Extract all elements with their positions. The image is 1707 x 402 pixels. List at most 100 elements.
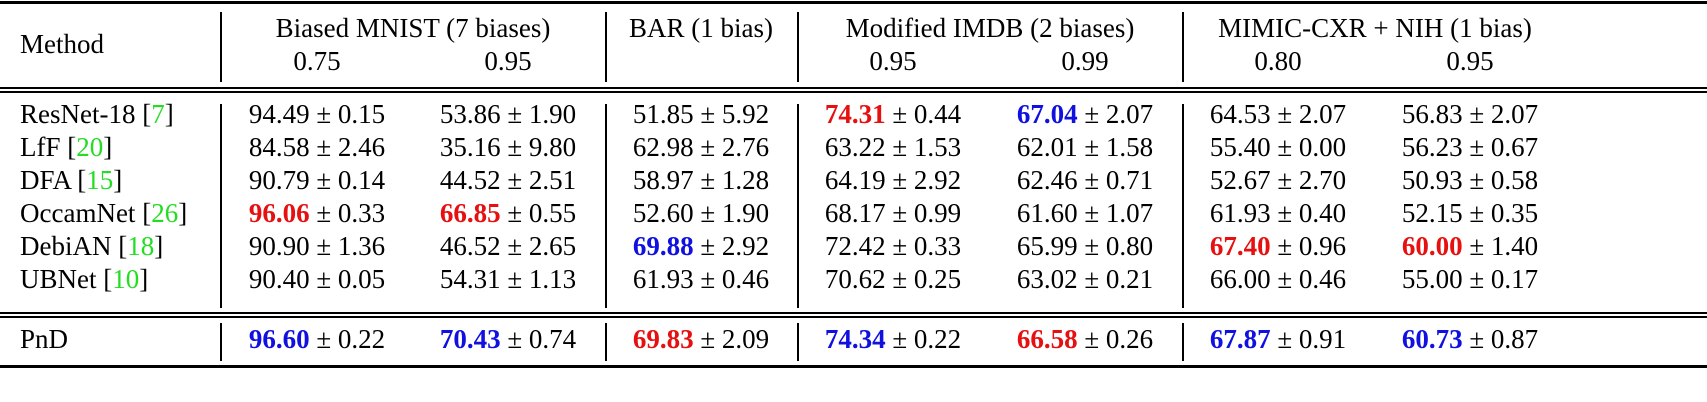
- cell-mean: 65.99: [1016, 231, 1078, 261]
- col-separator: [605, 12, 607, 82]
- cell-mean: 68.17: [824, 198, 886, 228]
- bottom-rule: [0, 365, 1707, 368]
- method-header: Method: [20, 29, 104, 59]
- table-cell: 52.15 ± 0.35: [1402, 197, 1538, 229]
- col-separator: [797, 12, 799, 82]
- cell-std: ± 0.05: [309, 264, 386, 294]
- cell-mean: 96.06: [248, 198, 310, 228]
- cell-mean: 90.79: [248, 165, 310, 195]
- method-name: ResNet-18 [7]: [20, 99, 174, 129]
- cell-std: ± 2.07: [1270, 99, 1347, 129]
- cell-std: ± 0.25: [885, 264, 962, 294]
- group-header-mimic-cxr-nih: MIMIC-CXR + NIH (1 bias): [1218, 13, 1532, 43]
- table-cell: 60.00 ± 1.40: [1402, 230, 1538, 262]
- table-cell: 54.31 ± 1.13: [440, 263, 576, 295]
- subcol-header: 0.80: [1254, 46, 1302, 76]
- table-cell: 51.85 ± 5.92: [633, 98, 769, 130]
- citation-link[interactable]: 7: [151, 99, 165, 129]
- table-cell: 63.22 ± 1.53: [825, 131, 961, 163]
- cell-mean: 90.40: [248, 264, 310, 294]
- cell-std: ± 0.67: [1462, 132, 1539, 162]
- cell-std: ± 2.46: [309, 132, 386, 162]
- cell-std: ± 0.87: [1462, 324, 1539, 354]
- cell-mean: 90.90: [248, 231, 310, 261]
- cell-std: ± 0.55: [500, 198, 577, 228]
- group-header-biased-mnist: Biased MNIST (7 biases): [275, 13, 551, 43]
- cell-std: ± 0.21: [1077, 264, 1154, 294]
- cell-std: ± 2.51: [500, 165, 577, 195]
- table-cell: 96.60 ± 0.22: [249, 323, 385, 355]
- cell-std: ± 1.40: [1462, 231, 1539, 261]
- table-cell: 94.49 ± 0.15: [249, 98, 385, 130]
- cell-mean: 70.43: [439, 324, 501, 354]
- table-cell: 60.73 ± 0.87: [1402, 323, 1538, 355]
- table-cell: 96.06 ± 0.33: [249, 197, 385, 229]
- col-separator: [605, 323, 607, 361]
- cell-std: ± 2.07: [1462, 99, 1539, 129]
- cell-mean: 61.93: [632, 264, 694, 294]
- cell-std: ± 0.40: [1270, 198, 1347, 228]
- col-separator: [220, 12, 222, 82]
- table-cell: 61.93 ± 0.46: [633, 263, 769, 295]
- cell-std: ± 1.90: [500, 99, 577, 129]
- cell-std: ± 0.26: [1077, 324, 1154, 354]
- method-name: UBNet [10]: [20, 264, 149, 294]
- table-cell: 67.87 ± 0.91: [1210, 323, 1346, 355]
- citation-link[interactable]: 10: [112, 264, 140, 294]
- col-separator: [797, 104, 799, 308]
- cell-std: ± 1.58: [1077, 132, 1154, 162]
- method-label: PnD: [20, 324, 69, 354]
- cell-mean: 50.93: [1401, 165, 1463, 195]
- table-cell: 65.99 ± 0.80: [1017, 230, 1153, 262]
- table-cell: 90.79 ± 0.14: [249, 164, 385, 196]
- table-cell: 52.60 ± 1.90: [633, 197, 769, 229]
- table-cell: 63.02 ± 0.21: [1017, 263, 1153, 295]
- table-cell: 66.85 ± 0.55: [440, 197, 576, 229]
- cell-std: ± 2.92: [885, 165, 962, 195]
- cell-std: ± 5.92: [693, 99, 770, 129]
- table-cell: 56.83 ± 2.07: [1402, 98, 1538, 130]
- group-header-modified-imdb: Modified IMDB (2 biases): [845, 13, 1135, 43]
- subcol-header: 0.95: [1446, 46, 1494, 76]
- table-cell: 64.19 ± 2.92: [825, 164, 961, 196]
- cell-mean: 46.52: [439, 231, 501, 261]
- cell-mean: 52.15: [1401, 198, 1463, 228]
- table-cell: 53.86 ± 1.90: [440, 98, 576, 130]
- citation-link[interactable]: 18: [127, 231, 155, 261]
- cell-std: ± 9.80: [500, 132, 577, 162]
- cell-mean: 72.42: [824, 231, 886, 261]
- cell-std: ± 0.71: [1077, 165, 1154, 195]
- table-cell: 46.52 ± 2.65: [440, 230, 576, 262]
- col-separator: [1182, 104, 1184, 308]
- cell-mean: 67.04: [1016, 99, 1078, 129]
- cell-std: ± 0.74: [500, 324, 577, 354]
- cell-mean: 58.97: [632, 165, 694, 195]
- cell-mean: 62.98: [632, 132, 694, 162]
- cell-std: ± 0.58: [1462, 165, 1539, 195]
- col-separator: [797, 323, 799, 361]
- cell-std: ± 0.44: [885, 99, 962, 129]
- method-name: OccamNet [26]: [20, 198, 188, 228]
- cell-std: ± 1.13: [500, 264, 577, 294]
- cell-std: ± 0.80: [1077, 231, 1154, 261]
- table-cell: 74.34 ± 0.22: [825, 323, 961, 355]
- cell-mean: 51.85: [632, 99, 694, 129]
- table-cell: 61.60 ± 1.07: [1017, 197, 1153, 229]
- citation-link[interactable]: 15: [86, 165, 114, 195]
- citation-link[interactable]: 26: [151, 198, 179, 228]
- cell-mean: 56.23: [1401, 132, 1463, 162]
- cell-mean: 66.58: [1016, 324, 1078, 354]
- table-cell: 67.04 ± 2.07: [1017, 98, 1153, 130]
- citation-link[interactable]: 20: [76, 132, 104, 162]
- cell-mean: 53.86: [439, 99, 501, 129]
- table-cell: 69.83 ± 2.09: [633, 323, 769, 355]
- cell-std: ± 0.46: [693, 264, 770, 294]
- cell-mean: 67.87: [1209, 324, 1271, 354]
- cell-mean: 96.60: [248, 324, 310, 354]
- cell-mean: 60.00: [1401, 231, 1463, 261]
- cell-mean: 55.00: [1401, 264, 1463, 294]
- subcol-header: 0.95: [869, 46, 917, 76]
- cell-mean: 61.93: [1209, 198, 1271, 228]
- table-cell: 67.40 ± 0.96: [1210, 230, 1346, 262]
- top-rule: [0, 1, 1707, 4]
